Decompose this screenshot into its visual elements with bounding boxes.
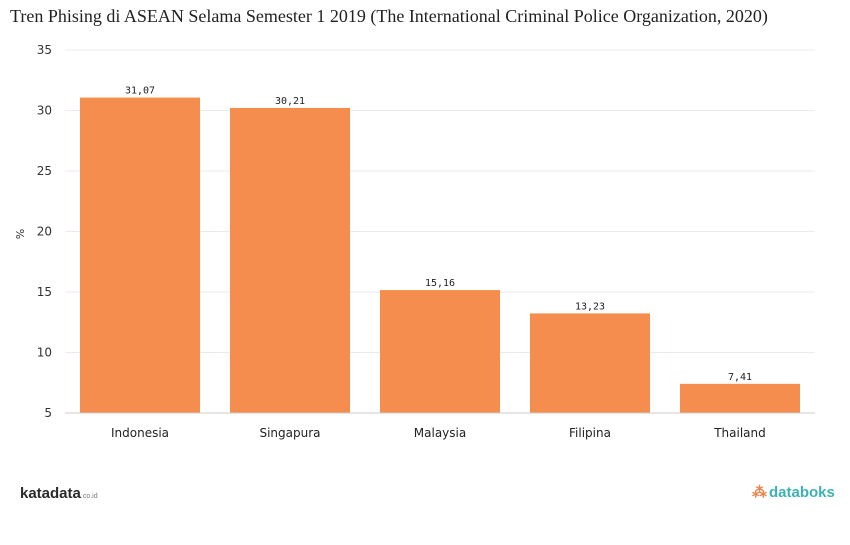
bar-filipina [530,313,650,413]
katadata-logo: katadata.co.id [20,485,98,502]
category-labels: Indonesia Singapura Malaysia Filipina Thaila… [111,426,766,440]
y-tick-label: 10 [37,346,52,360]
databoks-logo-text: databoks [769,484,835,501]
y-tick-label: 5 [44,406,52,420]
bar-indonesia [80,97,200,413]
y-tick-label: 35 [37,43,52,57]
data-label: 30,21 [275,96,305,107]
bar-thailand [680,383,800,413]
databoks-mark-icon: ⁂ [752,484,767,501]
databoks-logo: ⁂ databoks [752,483,835,501]
y-axis-label: % [14,229,27,239]
chart-title: Tren Phising di ASEAN Selama Semester 1 … [10,6,768,26]
category-label: Filipina [569,426,611,440]
y-tick-label: 30 [37,104,52,118]
data-label: 13,23 [575,301,605,312]
y-tick-label: 15 [37,285,52,299]
katadata-logo-text: katadata [20,485,81,502]
data-labels: 31,07 30,21 15,16 13,23 7,41 [125,86,752,383]
category-label: Thailand [713,426,766,440]
category-label: Indonesia [111,426,169,440]
data-label: 15,16 [425,278,455,289]
data-label: 7,41 [728,372,752,383]
bars [80,97,800,414]
category-label: Malaysia [414,426,466,440]
y-tick-label: 25 [37,164,52,178]
category-label: Singapura [259,426,320,440]
y-axis-ticks: 5 10 15 20 25 30 35 [37,43,52,420]
katadata-logo-suffix: .co.id [80,493,98,500]
data-label: 31,07 [125,86,155,97]
bar-singapura [230,107,350,414]
bar-malaysia [380,290,500,413]
y-tick-label: 20 [37,225,52,239]
